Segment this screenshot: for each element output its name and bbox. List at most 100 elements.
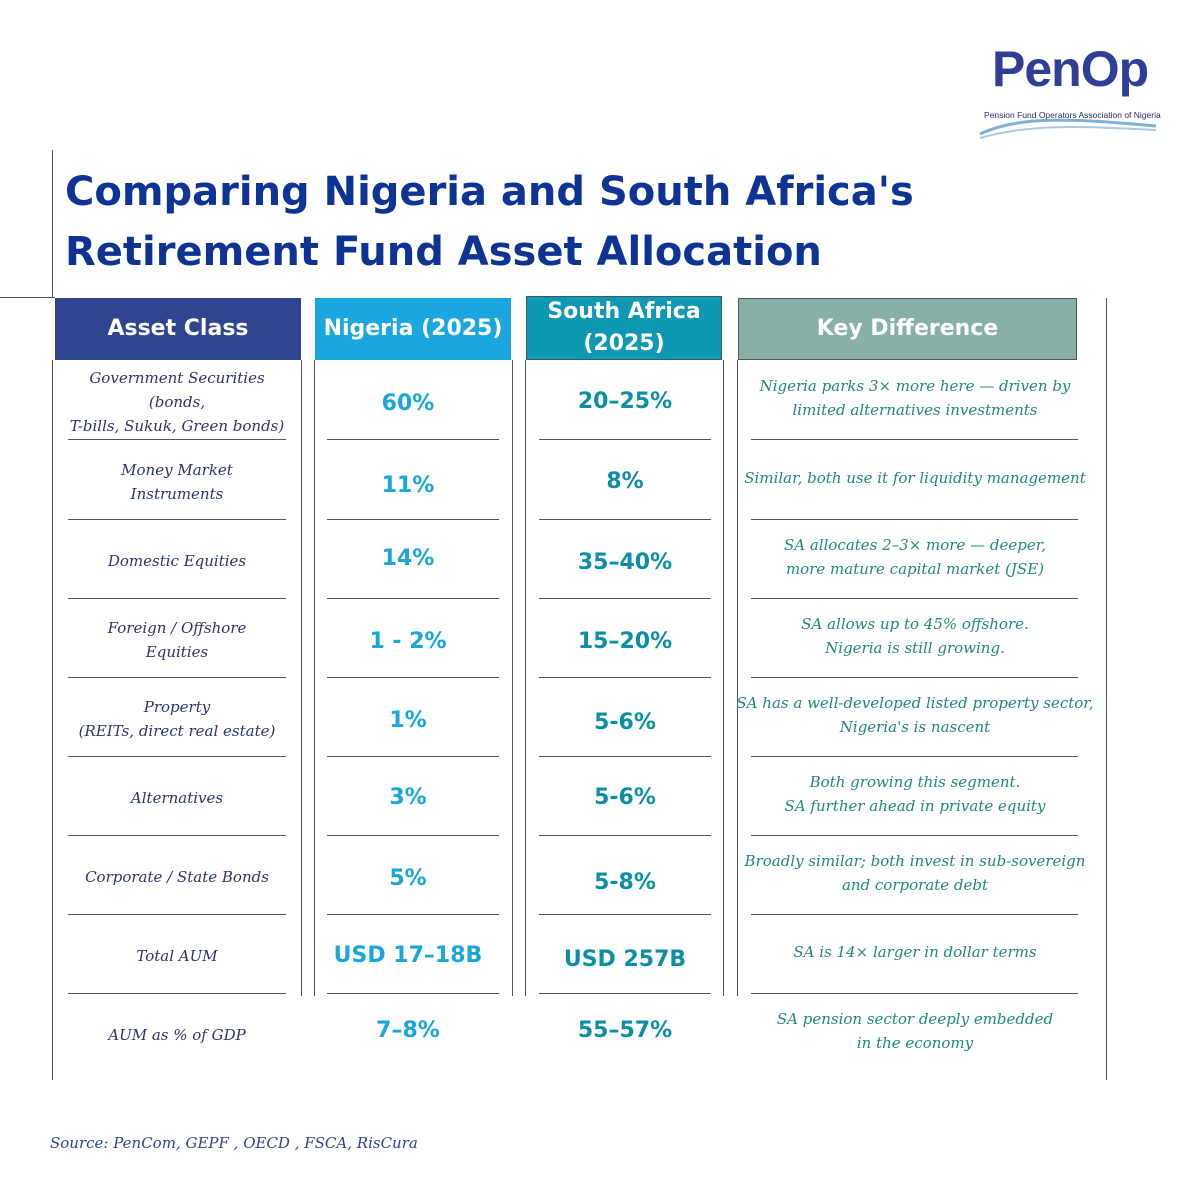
header-nigeria: Nigeria (2025) (315, 298, 511, 360)
source-note: Source: PenCom, GEPF , OECD , FSCA, RisC… (50, 1134, 418, 1152)
wave-icon (979, 118, 1157, 139)
key-difference-text: Similar, both use it for liquidity manag… (744, 468, 1086, 487)
page-title: Comparing Nigeria and South Africa's Ret… (65, 162, 1065, 282)
south-africa-value: 15–20% (577, 629, 673, 654)
row-separator (327, 756, 499, 757)
row-separator (68, 677, 286, 678)
key-difference-cell: SA allows up to 45% offshore. Nigeria is … (735, 596, 1095, 675)
asset-class-text: Instruments (130, 484, 224, 503)
row-separator (539, 756, 711, 757)
key-difference-text: limited alternatives investments (792, 400, 1038, 419)
row-separator (68, 519, 286, 520)
key-difference-cell: SA allocates 2–3× more — deeper, more mat… (735, 517, 1095, 596)
key-difference-cell: Nigeria parks 3× more here — driven by li… (735, 358, 1095, 437)
row-separator (751, 519, 1078, 520)
asset-class-text: Total AUM (136, 946, 218, 965)
row-separator (751, 914, 1078, 915)
key-difference-text: Broadly similar; both invest in sub-sove… (744, 851, 1086, 870)
south-africa-value: 5-6% (594, 710, 656, 735)
south-africa-value: 35–40% (577, 550, 673, 575)
header-key-difference: Key Difference (738, 298, 1077, 360)
key-difference-text: SA pension sector deeply embedded (776, 1009, 1054, 1028)
header-south-africa-line-1: South Africa (547, 299, 701, 324)
penop-logo: PenOp Pension Fund Operators Association… (978, 36, 1178, 139)
title-line-2: Retirement Fund Asset Allocation (65, 229, 822, 275)
row-separator (539, 519, 711, 520)
column-divider-2 (314, 360, 315, 996)
title-line-1: Comparing Nigeria and South Africa's (65, 169, 914, 215)
row-separator (751, 835, 1078, 836)
key-difference-cell: Broadly similar; both invest in sub-sove… (735, 833, 1095, 912)
asset-class-cell: Corporate / State Bonds (60, 837, 294, 916)
nigeria-value: 11% (381, 473, 435, 498)
frame-line-left (52, 360, 53, 1080)
frame-line-right (1106, 298, 1107, 1080)
key-difference-text: more mature capital market (JSE) (785, 559, 1045, 578)
row-separator (68, 835, 286, 836)
header-south-africa-line-2: (2025) (583, 331, 665, 356)
row-separator (68, 914, 286, 915)
asset-class-text: AUM as % of GDP (108, 1025, 246, 1044)
south-africa-value: 8% (606, 469, 644, 494)
key-difference-text: Nigeria parks 3× more here — driven by (759, 376, 1071, 395)
row-separator (539, 835, 711, 836)
row-separator (68, 439, 286, 440)
key-difference-cell: Similar, both use it for liquidity manag… (735, 438, 1095, 517)
asset-class-text: Property (143, 697, 211, 716)
row-separator (539, 439, 711, 440)
nigeria-value: 1 - 2% (369, 629, 447, 654)
column-divider-3 (512, 360, 513, 996)
key-difference-text: SA further ahead in private equity (784, 796, 1046, 815)
column-divider-4 (525, 360, 526, 996)
logo-wordmark: PenOp (992, 41, 1149, 97)
row-separator (327, 993, 499, 994)
frame-line-left-top (52, 150, 53, 298)
row-separator (751, 598, 1078, 599)
asset-class-cell: Alternatives (60, 758, 294, 837)
nigeria-value: 14% (381, 546, 435, 571)
nigeria-value: 3% (389, 785, 427, 810)
row-separator (327, 439, 499, 440)
row-separator (751, 756, 1078, 757)
row-separator (327, 677, 499, 678)
row-separator (539, 914, 711, 915)
key-difference-cell: Both growing this segment. SA further ahe… (735, 754, 1095, 833)
row-separator (68, 993, 286, 994)
row-separator (327, 598, 499, 599)
asset-class-text: T-bills, Sukuk, Green bonds) (69, 416, 285, 435)
asset-class-cell: AUM as % of GDP (60, 995, 294, 1074)
asset-class-text: Alternatives (130, 788, 224, 807)
frame-line-header-left (0, 297, 55, 298)
row-separator (751, 677, 1078, 678)
header-south-africa: South Africa (2025) (526, 296, 722, 360)
key-difference-text: and corporate debt (841, 875, 989, 894)
asset-class-text: Corporate / State Bonds (85, 867, 269, 886)
key-difference-text: SA allows up to 45% offshore. (801, 614, 1029, 633)
key-difference-text: SA allocates 2–3× more — deeper, (783, 535, 1047, 554)
key-difference-text: SA is 14× larger in dollar terms (793, 942, 1037, 961)
column-divider-5 (723, 360, 724, 996)
key-difference-text: Nigeria is still growing. (825, 638, 1005, 657)
column-divider-6 (737, 360, 738, 996)
row-separator (539, 993, 711, 994)
asset-class-text: Money Market (121, 460, 233, 479)
row-separator (751, 439, 1078, 440)
row-separator (68, 598, 286, 599)
nigeria-value: 1% (389, 708, 427, 733)
row-separator (751, 993, 1078, 994)
asset-class-text: (REITs, direct real estate) (78, 721, 276, 740)
key-difference-text: in the economy (856, 1033, 974, 1052)
asset-class-text: Foreign / Offshore (107, 618, 247, 637)
south-africa-value: 20–25% (577, 389, 673, 414)
key-difference-text: Nigeria's is nascent (839, 717, 991, 736)
nigeria-value: 60% (381, 391, 435, 416)
row-separator (68, 756, 286, 757)
header-asset-class: Asset Class (55, 298, 301, 360)
row-separator (539, 677, 711, 678)
asset-class-cell: Property (REITs, direct real estate) (60, 679, 294, 758)
asset-class-cell: Money Market Instruments (60, 442, 294, 521)
asset-class-cell: Foreign / Offshore Equities (60, 600, 294, 679)
row-separator (327, 914, 499, 915)
key-difference-text: SA has a well-developed listed property … (736, 693, 1094, 712)
key-difference-cell: SA has a well-developed listed property … (735, 675, 1095, 754)
